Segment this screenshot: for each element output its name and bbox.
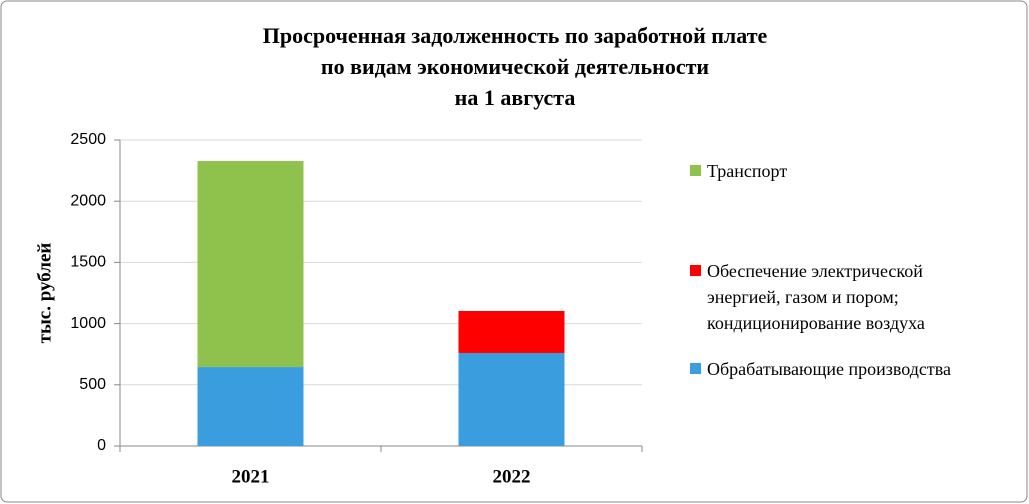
legend-label: Транспорт [707, 161, 788, 181]
bar-segment [458, 310, 565, 353]
y-tick-label: 1500 [70, 254, 106, 271]
legend-swatch [690, 165, 701, 176]
y-axis-label: тыс. рублей [34, 243, 55, 344]
bar-segment [458, 352, 565, 446]
chart-title: на 1 августа [455, 85, 576, 110]
legend-entry: Транспорт [690, 158, 990, 184]
x-tick-label: 2021 [232, 466, 270, 487]
y-tick-label: 2500 [70, 131, 106, 148]
legend-entry: Обрабатывающие производства [690, 356, 990, 382]
bar-segment [197, 367, 304, 446]
chart-title: по видам экономической деятельности [321, 54, 710, 79]
legend-label: Обеспечение электрической энергией, газо… [707, 261, 925, 333]
legend-entry: Обеспечение электрической энергией, газо… [690, 258, 990, 336]
chart-title: Просроченная задолженность по заработной… [263, 23, 768, 48]
y-tick-label: 0 [97, 437, 106, 454]
legend-swatch [690, 363, 701, 374]
legend-label: Обрабатывающие производства [707, 359, 951, 379]
legend-swatch [690, 265, 701, 276]
y-tick-label: 500 [79, 376, 106, 393]
bar-segment [197, 161, 304, 368]
y-tick-label: 1000 [70, 315, 106, 332]
y-tick-label: 2000 [70, 192, 106, 209]
x-tick-label: 2022 [493, 466, 531, 487]
